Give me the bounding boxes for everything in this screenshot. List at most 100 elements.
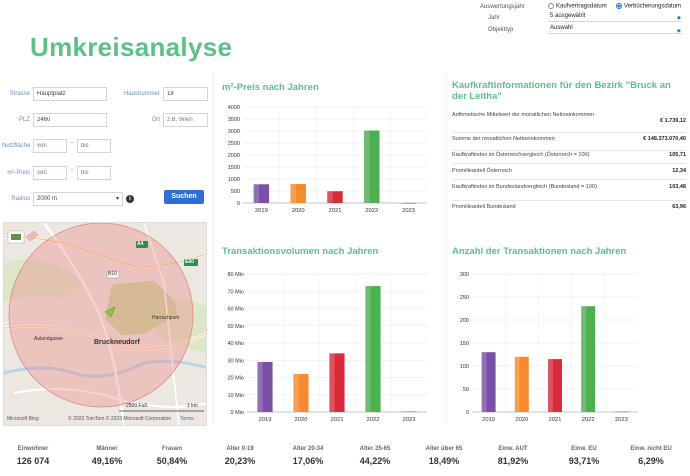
stat-frauen: Frauen 50,84% <box>141 446 203 466</box>
bar[interactable] <box>581 306 596 412</box>
bar[interactable] <box>329 353 345 412</box>
y-tick-label: 100 <box>460 364 469 370</box>
qm-preis-chart-svg: 0 500 1000 1500 2000 2500 3000 3500 4000 2019 2020… <box>228 105 427 214</box>
preis-bis-input[interactable] <box>77 166 111 180</box>
y-tick-label: 0 <box>466 410 469 416</box>
kaufkraft-row-label: Arithmetische Mittelwert der monatlichen… <box>452 112 595 118</box>
stat-value: 44,22% <box>359 456 391 466</box>
hausnummer-input[interactable] <box>163 87 208 101</box>
bar-2020[interactable] <box>290 184 306 203</box>
stat-label: Frauen <box>161 446 182 452</box>
range-dash: - <box>71 140 73 146</box>
bar-2020[interactable] <box>293 374 309 412</box>
y-tick-label: 250 <box>460 295 469 301</box>
strasse-input[interactable] <box>33 87 107 101</box>
ort-label: Ort <box>151 117 160 123</box>
jahr-select[interactable] <box>548 12 682 22</box>
objekttyp-select-value: Auswahl <box>550 25 573 31</box>
bar[interactable] <box>400 203 417 204</box>
bar[interactable] <box>401 411 417 413</box>
bar[interactable] <box>253 184 270 203</box>
bar[interactable] <box>364 130 380 203</box>
y-tick-label: 300 <box>460 272 469 278</box>
stat-label: Alter über 65 <box>425 446 463 452</box>
bar-2021[interactable] <box>329 353 345 412</box>
bar-2019[interactable] <box>253 184 270 203</box>
y-tick-label: 40 Mio <box>227 341 244 347</box>
bar-highlight <box>329 353 335 412</box>
bar-highlight <box>581 306 587 412</box>
stat-alter-35-65: Alter 35-65 44,22% <box>344 446 406 466</box>
bar-2022[interactable] <box>581 306 596 412</box>
transaktionsvolumen-chart-svg: 0 Mio 10 Mio 20 Mio 30 Mio 40 Mio 50 Mio 60 Mi… <box>227 272 427 423</box>
bar-2022[interactable] <box>364 130 380 203</box>
bar-highlight <box>514 356 520 412</box>
radio-verbuecherungsdatum[interactable]: Verbücherungsdatum <box>616 3 681 10</box>
x-tick-label: 2023 <box>403 417 416 423</box>
bar-2023[interactable] <box>614 411 629 413</box>
map-road-label: Aulandgasse <box>34 336 63 342</box>
bar[interactable] <box>514 356 529 412</box>
jahr-label: Jahr <box>488 15 500 21</box>
x-tick-label: 2022 <box>367 417 380 423</box>
bar-2019[interactable] <box>481 352 496 412</box>
x-tick-label: 2021 <box>549 417 562 423</box>
bar-2023[interactable] <box>401 411 417 413</box>
info-icon[interactable]: i <box>126 195 134 203</box>
radio-verbuecherung-label: Verbücherungsdatum <box>624 3 682 10</box>
map-terms-link[interactable]: Terms <box>180 416 194 422</box>
stat-value: 81,92% <box>497 456 529 466</box>
objekttyp-select[interactable] <box>548 24 682 34</box>
plz-input[interactable] <box>33 113 107 127</box>
bar-highlight <box>481 352 487 412</box>
page-title: Umkreisanalyse <box>30 32 233 62</box>
stat-alter-0-19: Alter 0-19 20,23% <box>209 446 271 466</box>
stat-value: 20,23% <box>224 456 256 466</box>
kaufkraft-row-value: € 148.373.070,40 <box>643 136 686 142</box>
bar[interactable] <box>290 184 306 203</box>
bar[interactable] <box>548 359 562 412</box>
stat-value: 93,71% <box>568 456 600 466</box>
bar-2019[interactable] <box>257 361 273 412</box>
stat-label: Männer <box>96 446 118 452</box>
bar[interactable] <box>365 286 381 412</box>
bar[interactable] <box>257 361 273 412</box>
bar-2022[interactable] <box>365 286 381 412</box>
bar-highlight <box>327 191 333 203</box>
x-tick-label: 2022 <box>582 417 595 423</box>
stat-label: Alter 35-65 <box>359 446 391 452</box>
map-park-label: Harrachpark <box>152 315 180 321</box>
bar[interactable] <box>293 374 309 412</box>
bar-2021[interactable] <box>548 359 562 412</box>
divider <box>452 132 686 133</box>
range-dash: - <box>71 167 73 173</box>
stat-maenner: Männer 49,16% <box>76 446 138 466</box>
x-tick-label: 2021 <box>331 417 344 423</box>
stat-einwohner: Einwohner 126 074 <box>2 446 64 466</box>
bar[interactable] <box>614 411 629 413</box>
road-e60-label: E60 <box>185 259 194 265</box>
search-button[interactable]: Suchen <box>164 190 204 204</box>
bar-2023[interactable] <box>400 203 417 204</box>
nutzflaeche-bis-input[interactable] <box>77 139 111 153</box>
kaufkraft-title: Kaufkraftinformationen für den Bezirk "B… <box>452 80 671 102</box>
x-tick-label: 2019 <box>259 417 272 423</box>
y-tick-label: 150 <box>460 341 469 347</box>
map[interactable]: A4 E60 B10 Harrachpark Aulandgasse Bruck… <box>3 222 207 426</box>
y-tick-label: 2500 <box>228 141 240 147</box>
bar-highlight <box>257 361 263 412</box>
stat-label: Einw. EU <box>571 446 597 452</box>
preis-von-input[interactable] <box>33 166 67 180</box>
bar-2021[interactable] <box>327 191 343 203</box>
x-tick-label: 2022 <box>365 208 378 214</box>
bar-2020[interactable] <box>514 356 529 412</box>
bar[interactable] <box>481 352 496 412</box>
radio-kaufvertragsdatum[interactable]: Kaufvertragsdatum <box>548 3 607 10</box>
radius-select[interactable]: 2000 m ▾ <box>33 192 123 206</box>
kaufkraft-table: Arithmetische Mittelwert der monatlichen… <box>452 112 688 222</box>
chevron-down-icon: ◆ <box>677 15 681 21</box>
bar[interactable] <box>327 191 343 203</box>
nutzflaeche-von-input[interactable] <box>33 139 67 153</box>
transaktionsvolumen-chart: 0 Mio 10 Mio 20 Mio 30 Mio 40 Mio 50 Mio 60 Mi… <box>215 266 437 430</box>
ort-input[interactable] <box>163 113 208 127</box>
